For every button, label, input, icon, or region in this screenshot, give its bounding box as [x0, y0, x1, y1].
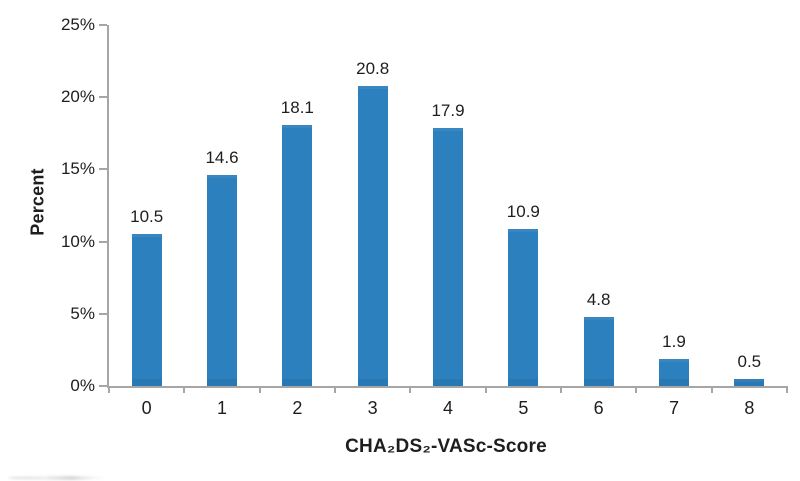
x-axis-tick — [484, 386, 487, 393]
x-axis-tick — [183, 386, 186, 393]
x-axis-tick — [786, 386, 788, 393]
y-tick-label: 5% — [70, 303, 95, 323]
x-axis-tick — [560, 386, 562, 393]
bar — [508, 228, 539, 386]
bar — [734, 378, 765, 386]
bar-value-label: 4.8 — [586, 289, 611, 309]
y-tick-label: 15% — [60, 159, 95, 179]
y-axis-tick — [99, 385, 107, 387]
bar — [659, 358, 689, 386]
bar — [207, 175, 237, 386]
plot-area: 0% 5% 10% 15% 20% 25% 10.5 0 14.6 1 18.1 2 20.8 3 17.9… — [61, 15, 788, 418]
x-axis-title: CHA₂DS₂-VASc-Score — [345, 436, 547, 457]
bar-value-label: 0.5 — [737, 351, 762, 371]
x-tick-label: 6 — [593, 398, 604, 418]
y-axis-tick — [99, 168, 107, 171]
y-tick-label: 0% — [70, 376, 95, 395]
y-axis-tick — [99, 24, 107, 26]
x-axis-tick — [258, 386, 261, 393]
x-tick-label: 0 — [141, 398, 152, 418]
bar — [583, 316, 614, 386]
y-axis-tick — [99, 312, 107, 315]
cropped-element-shadow — [8, 476, 110, 480]
x-tick-label: 5 — [518, 398, 529, 418]
x-axis-tick — [108, 386, 110, 393]
x-axis-tick — [409, 386, 412, 393]
x-tick-label: 7 — [668, 398, 679, 418]
bar-value-label: 1.9 — [662, 331, 686, 351]
bar-value-label: 20.8 — [356, 58, 390, 78]
x-tick-label: 2 — [292, 398, 303, 418]
x-tick-label: 1 — [216, 398, 227, 418]
bar-value-label: 10.9 — [506, 201, 540, 221]
y-tick-label: 20% — [60, 87, 95, 107]
x-axis-tick — [635, 386, 638, 393]
x-axis-tick — [710, 386, 713, 393]
bar — [282, 124, 313, 386]
bar-value-label: 17.9 — [431, 100, 465, 120]
bar — [357, 85, 388, 386]
bar — [131, 234, 162, 386]
x-tick-label: 4 — [442, 398, 453, 418]
x-tick-label: 8 — [744, 398, 755, 418]
bar-value-label: 14.6 — [205, 148, 239, 168]
y-tick-label: 10% — [60, 231, 95, 251]
x-axis-tick — [334, 386, 336, 393]
bar — [433, 127, 463, 386]
y-tick-label: 25% — [60, 15, 95, 34]
bar-value-label: 10.5 — [130, 207, 164, 227]
y-axis-tick — [99, 240, 107, 243]
bar-value-label: 18.1 — [280, 97, 314, 117]
y-axis-tick — [99, 96, 107, 99]
x-tick-label: 3 — [367, 398, 378, 418]
